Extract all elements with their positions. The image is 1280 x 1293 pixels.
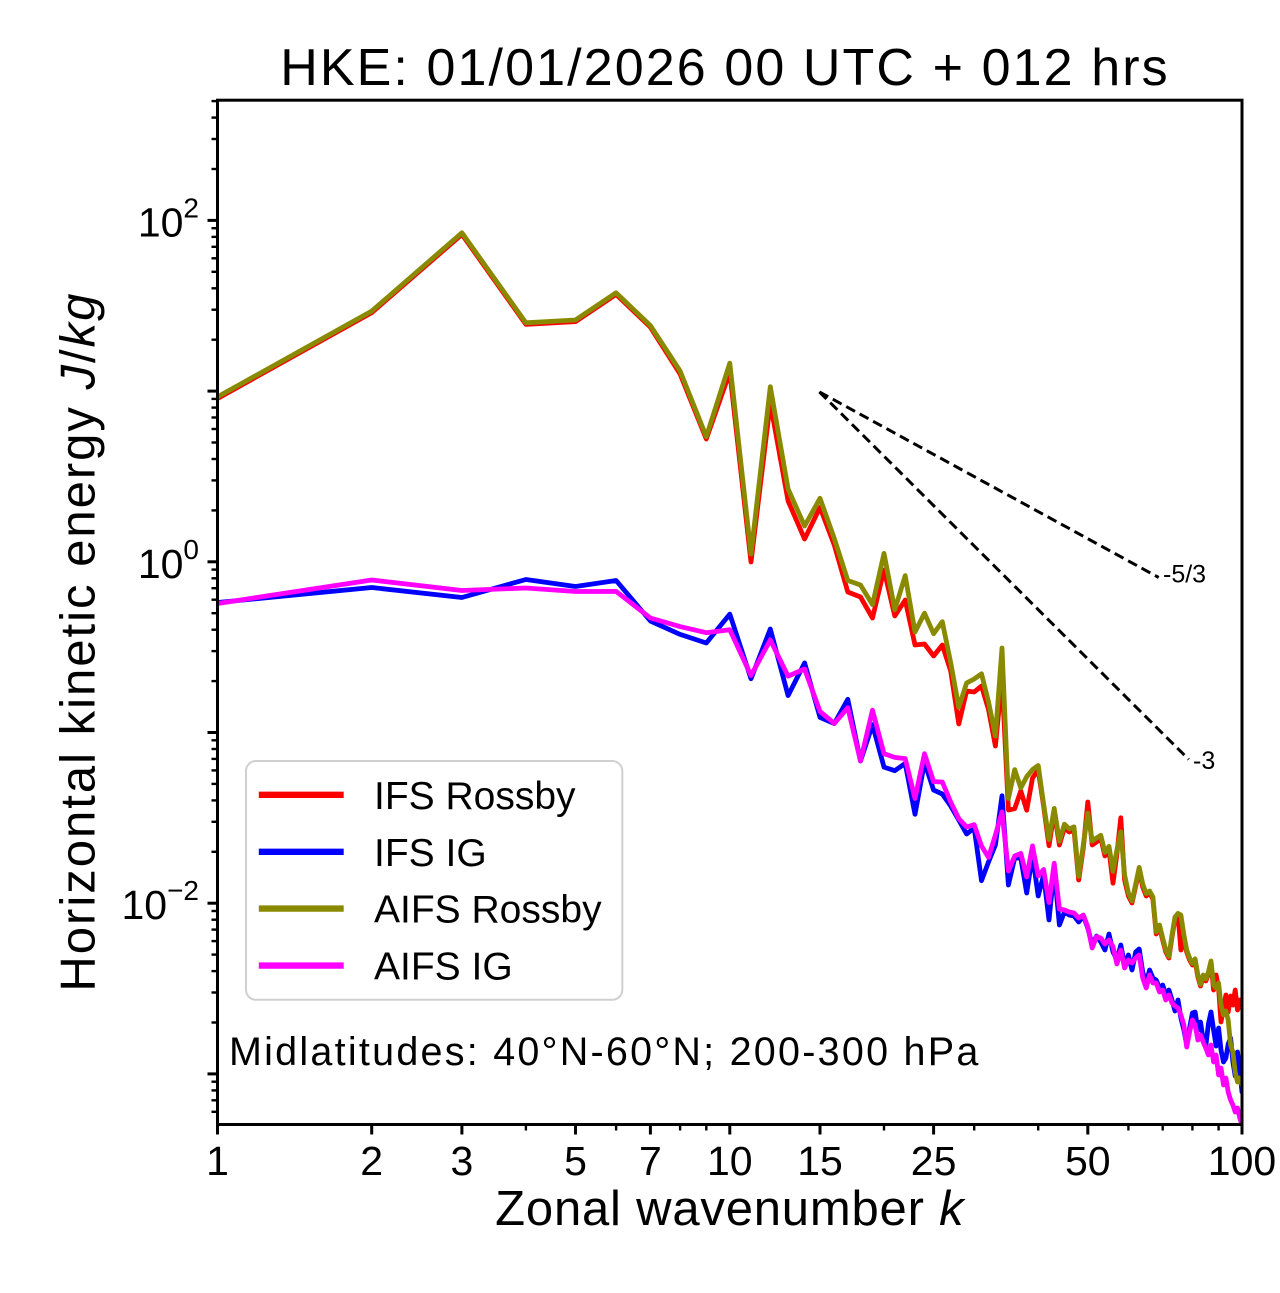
svg-text:AIFS IG: AIFS IG [374, 946, 513, 989]
svg-text:10: 10 [707, 1138, 753, 1184]
svg-text:2: 2 [360, 1138, 383, 1184]
svg-text:50: 50 [1065, 1138, 1111, 1184]
svg-text:HKE: 01/01/2026 00 UTC + 012 h: HKE: 01/01/2026 00 UTC + 012 hrs [280, 39, 1170, 97]
svg-text:Zonal wavenumber k: Zonal wavenumber k [495, 1182, 966, 1236]
svg-text:15: 15 [797, 1138, 843, 1184]
svg-text:Midlatitudes: 40°N-60°N; 200-3: Midlatitudes: 40°N-60°N; 200-300 hPa [229, 1030, 981, 1074]
svg-text:Horizontal kinetic energy J/kg: Horizontal kinetic energy J/kg [52, 292, 106, 992]
svg-text:7: 7 [639, 1138, 662, 1184]
svg-text:IFS Rossby: IFS Rossby [374, 775, 576, 818]
svg-text:-3: -3 [1193, 747, 1215, 775]
svg-text:1: 1 [206, 1138, 229, 1184]
svg-text:10−2: 10−2 [121, 875, 199, 928]
svg-text:AIFS Rossby: AIFS Rossby [374, 889, 602, 932]
svg-text:-5/3: -5/3 [1163, 561, 1206, 589]
svg-text:100: 100 [1208, 1138, 1276, 1184]
svg-text:5: 5 [564, 1138, 587, 1184]
svg-text:3: 3 [450, 1138, 473, 1184]
svg-text:25: 25 [911, 1138, 957, 1184]
svg-text:IFS IG: IFS IG [374, 832, 487, 875]
